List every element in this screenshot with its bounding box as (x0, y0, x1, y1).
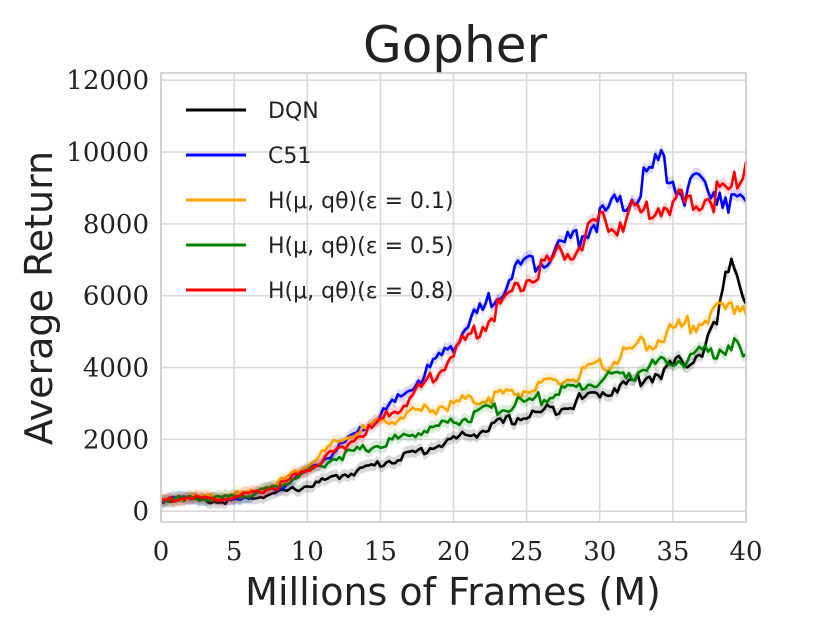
plot-frame (160, 72, 747, 523)
x-axis-label: Millions of Frames (M) (245, 570, 661, 614)
x-tick-label: 25 (510, 537, 543, 567)
series-line (160, 257, 748, 506)
series-line (160, 161, 748, 503)
x-tick-label: 0 (153, 537, 170, 567)
legend-label: DQN (268, 99, 319, 124)
y-tick-label: 2000 (83, 425, 149, 455)
y-tick-label: 0 (132, 497, 149, 527)
x-tick-label: 40 (729, 537, 762, 567)
legend: DQN C51 H(μ, qθ)(ε = 0.1) H(μ, qθ)(ε = 0.5)… (186, 99, 454, 304)
legend-label: H(μ, qθ)(ε = 0.8) (268, 279, 454, 304)
series-layer (160, 144, 748, 510)
x-tick-label: 35 (656, 537, 689, 567)
x-tick-label: 20 (437, 537, 470, 567)
y-axis-label: Average Return (17, 151, 61, 445)
y-tick-label: 6000 (83, 282, 149, 312)
legend-label: H(μ, qθ)(ε = 0.1) (268, 189, 454, 214)
x-tick-label: 5 (226, 537, 243, 567)
y-tick-label: 12000 (66, 66, 149, 96)
x-tick-label: 15 (364, 537, 397, 567)
grid (160, 73, 747, 522)
series-band (161, 296, 746, 507)
y-tick-label: 10000 (66, 138, 149, 168)
y-tick-label: 8000 (83, 210, 149, 240)
y-tick-label: 4000 (83, 354, 149, 384)
series-band (161, 155, 746, 508)
legend-label: H(μ, qθ)(ε = 0.5) (268, 234, 454, 259)
chart-title: Gopher (363, 16, 548, 74)
x-tick-label: 30 (583, 537, 616, 567)
x-tick-label: 10 (291, 537, 324, 567)
ticks: 0 5 10 15 20 25 30 35 40 0 2000 4000 6000 8000 10000 12… (66, 66, 762, 567)
legend-label: C51 (268, 144, 311, 169)
